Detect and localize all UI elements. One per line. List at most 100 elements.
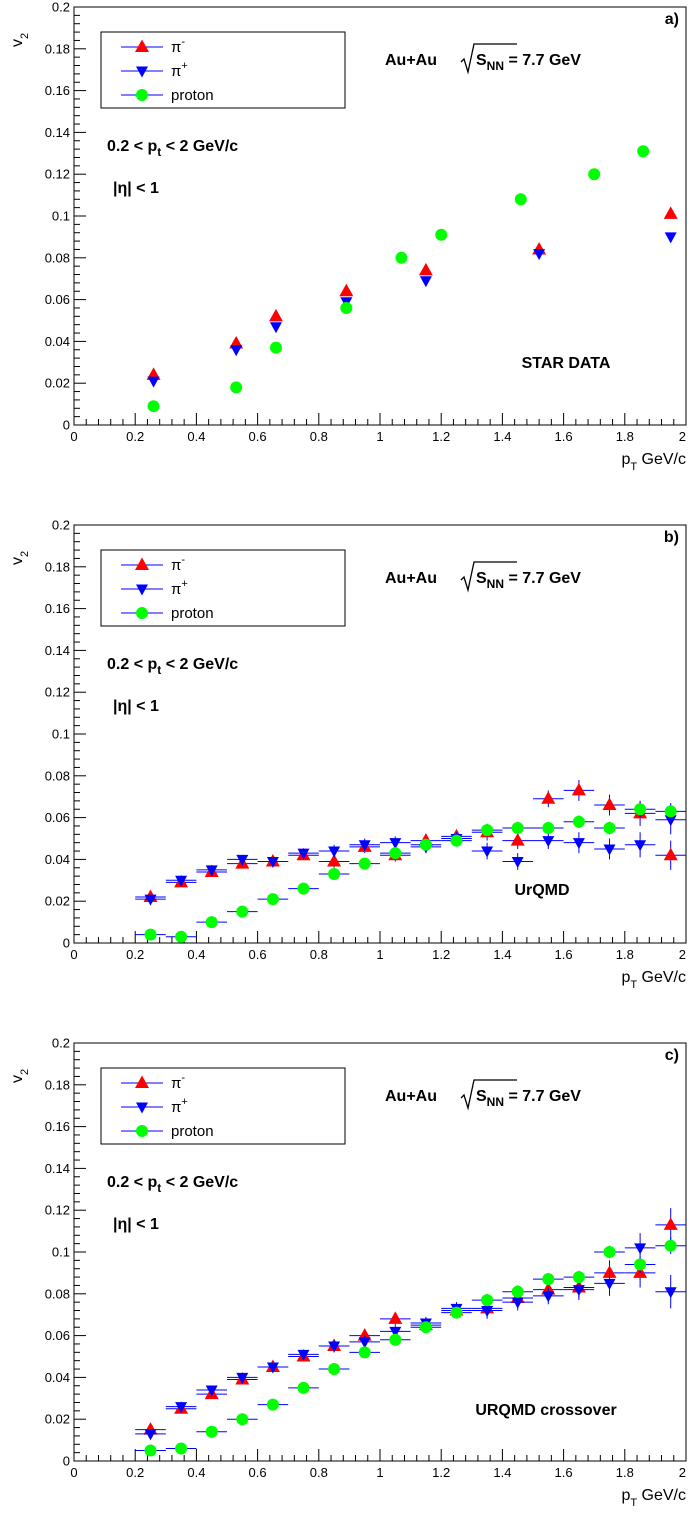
y-tick-label: 0.04 [45,1370,70,1385]
series-proton [135,1237,686,1457]
chart-panel-b: 0 0.02 0.04 0.06 0.08 0.1 0.12 0.14 0.16 0.18 0.2 0… [9,518,687,991]
x-tick-label: 0.2 [126,1465,144,1480]
y-axis-title-sub: 2 [19,1069,31,1075]
data-point [236,1413,249,1426]
data-point [634,803,647,816]
x-tick-label: 0.8 [310,947,328,962]
model-annotation: URQMD crossover [475,1402,616,1419]
legend-entry-sup: + [181,1096,187,1108]
y-tick-label: 0.12 [45,685,70,700]
series-proton [135,800,686,943]
legend: π-π+proton [100,1067,346,1145]
pt-cut-label: 0.2 < pt < 2 GeV/c [107,656,238,677]
data-point [328,1363,341,1376]
y-tick-label: 0.08 [45,250,70,265]
system-label: Au+Au [385,52,437,69]
data-point [634,1258,647,1271]
x-tick-label: 1.8 [616,429,634,444]
x-tick-label: 0 [70,1465,77,1480]
data-point [663,847,678,861]
data-point [572,1285,585,1297]
data-point [450,834,463,847]
pt-cut-b: < 2 GeV/c [161,656,238,673]
data-point [266,893,279,906]
energy-sub: NN [487,577,504,591]
legend-entry-proton: proton [171,1123,214,1140]
y-axis-title: v2 [9,33,31,47]
data-point [634,1243,647,1255]
y-tick-label: 0.1 [52,727,70,742]
x-tick-label: 1.6 [555,947,573,962]
data-point [542,1273,555,1286]
x-tick-label: 1.4 [493,947,511,962]
data-point [511,822,524,835]
system-label-text: Au+Au [385,570,437,587]
series-proton [147,145,650,413]
data-point [664,1239,677,1252]
x-tick-label: 1.6 [555,429,573,444]
legend-marker [136,1102,148,1114]
data-point [602,797,617,811]
data-point [603,822,616,835]
data-point [269,322,282,334]
data-point [634,840,647,852]
sqrt-sign [460,43,517,75]
legend-entry-name: π [171,1099,181,1116]
x-tick-label: 1.2 [432,429,450,444]
legend-marker [135,39,149,52]
y-tick-label: 0 [63,418,70,433]
data-point [144,1429,157,1441]
data-point [481,1306,494,1318]
model-annotation: UrQMD [514,882,569,899]
data-point [637,145,650,158]
x-tick-label: 1.4 [493,429,511,444]
pt-cut-b: < 2 GeV/c [161,138,238,155]
energy-sub: NN [487,1095,504,1109]
data-point [266,1398,279,1411]
legend-entry-name: π [171,1075,181,1092]
legend-entry-name: proton [171,87,214,104]
y-tick-label: 0.06 [45,292,70,307]
y-axis-title: v2 [9,1069,31,1083]
x-tick-label: 0.4 [187,429,205,444]
y-tick-label: 0.08 [45,1286,70,1301]
data-point [511,1297,524,1309]
data-point [588,168,601,181]
data-point [358,857,371,870]
data-point [664,1287,677,1299]
legend-marker [135,557,149,570]
x-tick-label: 2 [679,1465,686,1480]
data-point [230,345,243,357]
energy-label: SNN = 7.7 GeV [476,1088,581,1109]
data-point [358,1337,371,1349]
chart-panel-a: 0 0.02 0.04 0.06 0.08 0.1 0.12 0.14 0.16 0.18 0.2 0… [9,0,687,473]
data-point [205,916,218,929]
legend-entry-π: π+ [171,60,188,80]
data-point [481,1294,494,1307]
y-tick-label: 0.2 [52,0,70,15]
pt-cut-a: 0.2 < p [107,138,157,155]
data-point [328,1341,341,1353]
data-point [266,1362,279,1374]
y-tick-label: 0.04 [45,334,70,349]
y-axis-title-sub: 2 [19,33,31,39]
energy-value: = 7.7 GeV [504,52,581,69]
data-point [236,1372,249,1384]
x-tick-label: 0 [70,429,77,444]
x-axis-title-main: p [621,1487,630,1504]
sqrt-sign [460,561,517,593]
data-point [297,1381,310,1394]
legend-marker [135,1075,149,1088]
legend-entry-name: proton [171,605,214,622]
data-point [144,928,157,941]
pt-cut-a: 0.2 < p [107,1174,157,1191]
legend-entry-proton: proton [171,87,214,104]
data-point [269,341,282,354]
data-point [389,1333,402,1346]
data-point [603,844,616,856]
series-π-minus [146,206,678,380]
data-point [297,882,310,895]
y-tick-label: 0.16 [45,601,70,616]
x-tick-label: 0.8 [310,1465,328,1480]
x-axis-title-sub: T [630,1497,637,1509]
